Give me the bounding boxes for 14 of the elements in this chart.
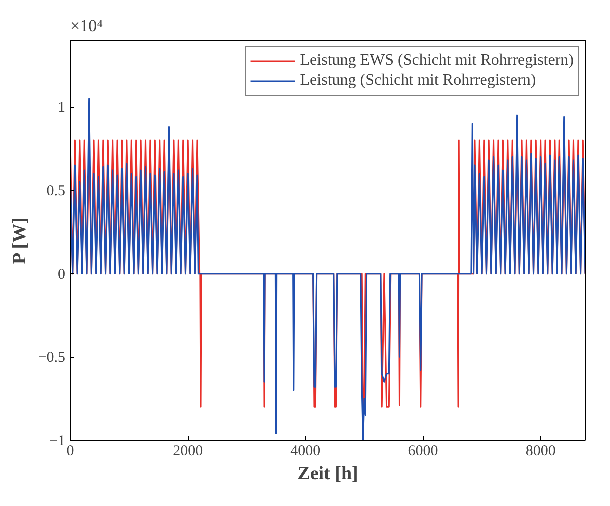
legend-label: Leistung (Schicht mit Rohrregistern) — [300, 72, 536, 90]
text: ×10⁴ — [70, 16, 104, 36]
y-axis-title: P [W] — [9, 218, 30, 265]
legend-label: Leistung EWS (Schicht mit Rohrregistern) — [300, 52, 574, 70]
x-tick-label: 6000 — [408, 444, 438, 460]
x-tick-label: 4000 — [290, 444, 321, 460]
y-tick-label: 0 — [58, 266, 66, 283]
y-tick-label: 1 — [58, 100, 66, 116]
y-tick-label: −1 — [50, 434, 66, 450]
x-axis-title: Zeit [h] — [298, 464, 358, 484]
x-tick-label: 2000 — [173, 444, 204, 460]
x-tick-label: 8000 — [526, 444, 556, 460]
y-tick-label: 0.5 — [46, 184, 66, 200]
y-tick-label: −0.5 — [38, 350, 66, 366]
